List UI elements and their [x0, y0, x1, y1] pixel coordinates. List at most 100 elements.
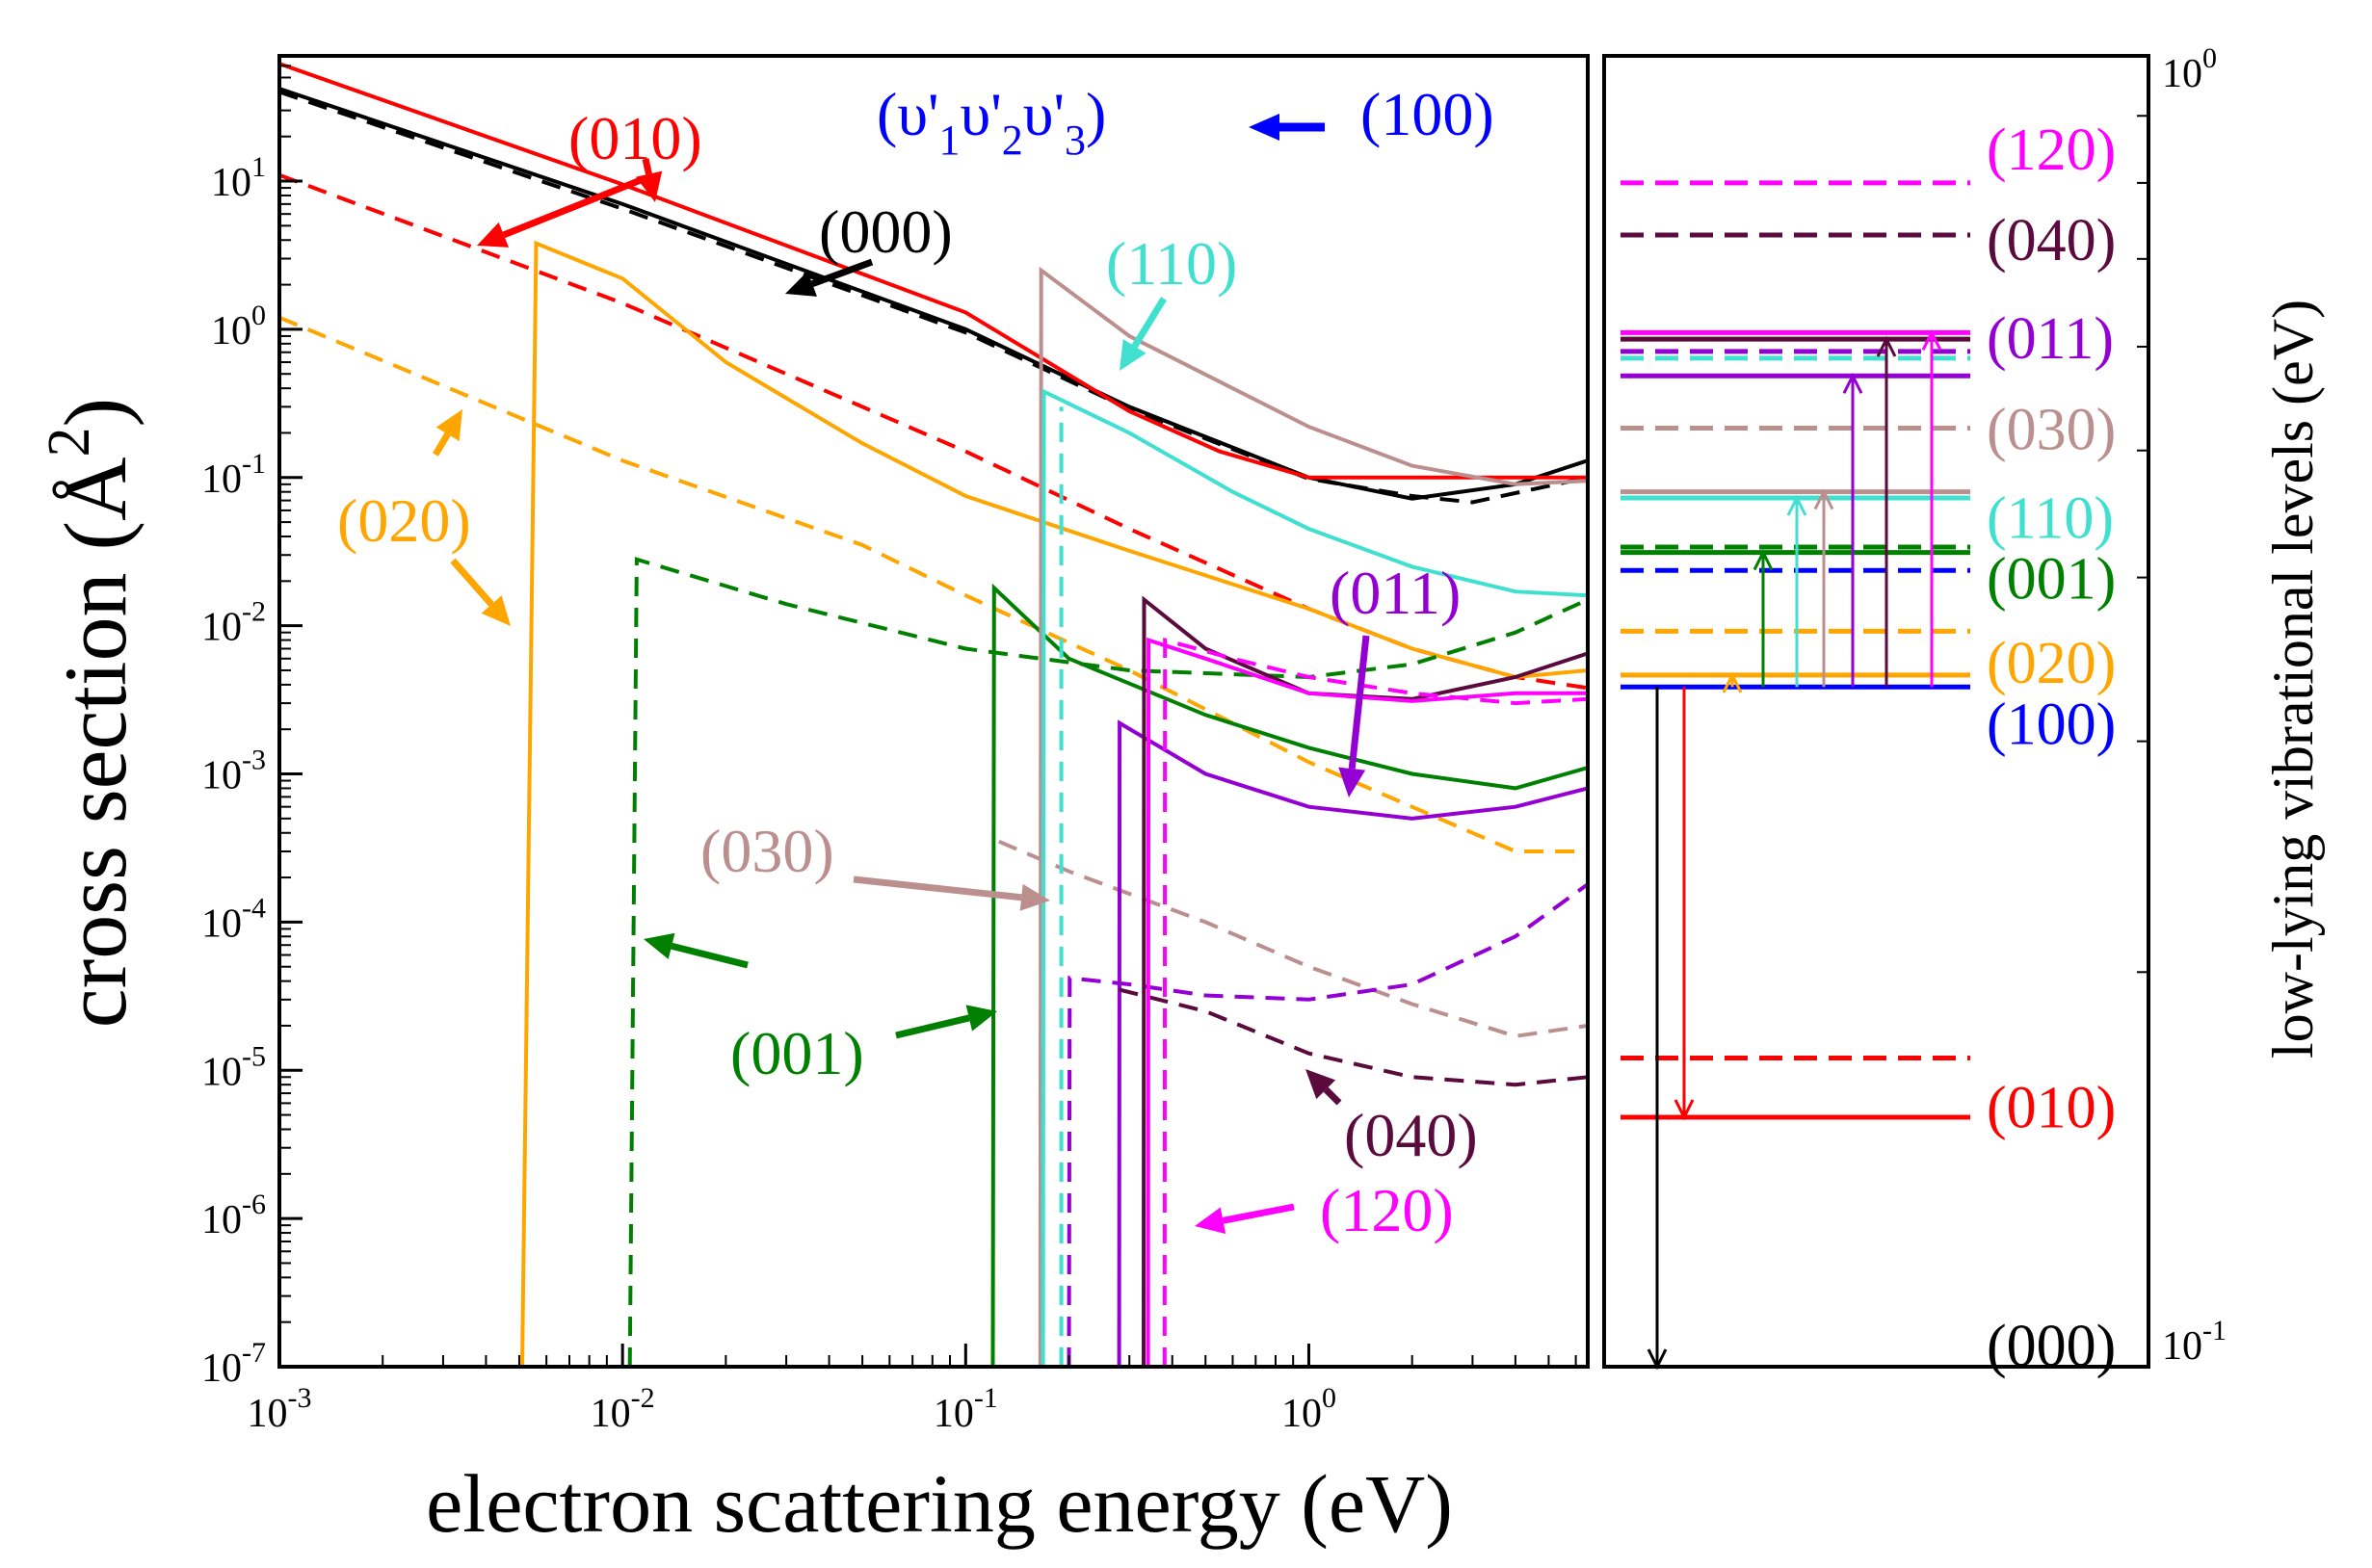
legend-current: (100): [1360, 80, 1494, 148]
transition-head-black: [1647, 1348, 1668, 1371]
y-axis-title: cross section (Å2): [37, 398, 145, 1028]
annotation-arrow-0-0: [502, 174, 647, 239]
annotation-arrow-head-2-0: [1120, 339, 1146, 371]
legend-title: (υ'1υ'2υ'3): [877, 80, 1106, 164]
transition-head-red: [1674, 1099, 1695, 1121]
annotation-arrow-head-4-0: [1338, 767, 1366, 797]
annotation-arrow-head-7-0: [1305, 1069, 1336, 1100]
transition-head-maroon: [1876, 335, 1897, 357]
level-label-red: (010): [1987, 1076, 2116, 1141]
annotation-arrow-5-0: [853, 875, 1022, 902]
left-plot-border: [277, 54, 1590, 1369]
y-tick-label-0: 10-7: [201, 1337, 266, 1391]
y-tick-label-8: 101: [211, 151, 266, 205]
annotation-arrow-head-6-0: [644, 932, 675, 959]
cross-section-series-group: [279, 62, 1588, 1367]
series-maroon-dashed-15: [1119, 987, 1588, 1087]
y-axis-title-exp: 2: [37, 427, 102, 457]
right-tick-label-1: 100: [2162, 42, 2217, 96]
series-black-dashed-1: [279, 90, 1588, 505]
annotation-label-black: (000): [819, 197, 953, 266]
x-tick-label-1: 10-2: [591, 1382, 655, 1436]
level-label-green: (001): [1987, 547, 2116, 613]
series-orange-solid-4: [520, 240, 1588, 1367]
y-tick-label-1: 10-6: [201, 1189, 266, 1242]
series-magenta-solid-16: [1146, 637, 1588, 1367]
series-orange-dashed-5: [279, 315, 1588, 853]
series-green-dashed-7: [627, 557, 1588, 1367]
left-plot-frame: [277, 54, 1590, 1369]
annotation-arrow-head-5-0: [1019, 883, 1050, 911]
annotation-arrow-head-1-0: [785, 271, 817, 297]
annotation-arrow-6-1: [895, 1014, 970, 1039]
annotation-label-green: (001): [730, 1019, 864, 1087]
series-green-solid-6: [990, 583, 1588, 1367]
y-tick-label-7: 100: [211, 300, 266, 353]
level-label-maroon: (040): [1987, 208, 2116, 274]
y-axis-title-close: ): [46, 398, 145, 428]
series-cyan-solid-10: [1041, 388, 1588, 1367]
level-label-cyan: (110): [1987, 486, 2114, 552]
annotation-arrow-2-0: [1131, 297, 1167, 349]
svg-text:cross section (Å2): cross section (Å2): [37, 398, 145, 1028]
annotation-arrow-head-3-0: [435, 409, 462, 441]
annotation-arrow-7-0: [1323, 1086, 1342, 1106]
series-black-solid-0: [279, 87, 1588, 501]
annotation-label-orange: (020): [337, 486, 471, 555]
series-red-dashed-3: [279, 172, 1588, 691]
right-y-axis-title: low-lying vibrational levels (eV): [2261, 300, 2325, 1058]
series-brown-dashed-9: [998, 839, 1588, 1038]
annotation-arrow-0-1: [642, 158, 652, 175]
series-brown-solid-8: [1038, 266, 1588, 1367]
x-tick-label-3: 100: [1281, 1382, 1336, 1436]
annotation-arrow-head-6-1: [965, 1005, 997, 1032]
annotation-label-violet: (011): [1330, 559, 1461, 627]
y-tick-label-5: 10-2: [201, 596, 266, 650]
right-tick-label-0: 10-1: [2162, 1315, 2227, 1369]
x-tick-label-0: 10-3: [248, 1382, 312, 1436]
transition-head-green: [1753, 549, 1774, 571]
left-annotation-arrows: (010) (000) (110) (020) (011) (030) (001) (040)…: [337, 104, 1478, 1244]
annotation-arrow-head-8-0: [1195, 1207, 1226, 1235]
annotation-label-brown: (030): [700, 817, 834, 885]
y-tick-label-4: 10-3: [201, 745, 266, 798]
series-magenta-dashed-17: [1162, 637, 1588, 1367]
annotation-arrow-head-0-0: [477, 222, 510, 248]
series-red-solid-2: [279, 62, 1588, 480]
annotation-arrow-8-0: [1222, 1203, 1295, 1224]
legend: (υ'1υ'2υ'3) (100): [877, 80, 1494, 164]
y-axis-title-unit: Å: [46, 457, 145, 520]
level-label-magenta: (120): [1987, 118, 2116, 183]
transition-head-violet: [1842, 372, 1863, 394]
y-tick-label-6: 10-1: [201, 448, 266, 502]
legend-arrow-head: [1249, 114, 1279, 141]
y-tick-label-2: 10-5: [201, 1040, 266, 1094]
transition-head-cyan: [1786, 494, 1807, 516]
energy-level-diagram: 10-1 100 (120) (040) (011) (030) (110)(001) (02…: [1602, 42, 2227, 1379]
annotation-label-maroon: (040): [1344, 1101, 1478, 1169]
y-tick-label-3: 10-4: [201, 892, 266, 946]
annotation-arrow-3-0: [432, 431, 451, 457]
level-label-black: (000): [1987, 1314, 2116, 1379]
annotation-arrow-head-3-1: [481, 595, 511, 626]
series-violet-solid-12: [1117, 719, 1588, 1367]
level-label-brown: (030): [1987, 398, 2116, 463]
x-axis-title: electron scattering energy (eV): [426, 1457, 1453, 1550]
transition-head-brown: [1813, 488, 1834, 510]
level-label-orange: (020): [1987, 631, 2116, 696]
transition-head-magenta: [1921, 328, 1942, 352]
svg-text:low-lying vibrational levels (: low-lying vibrational levels (eV): [2261, 300, 2325, 1058]
y-axis-title-main: cross section (: [46, 521, 145, 1028]
level-label-blue: (100): [1987, 692, 2116, 757]
left-axis-ticks: 10-3 10-2 10-1 100 10-7 10-6 10-5 10-4 10-3 10-2 1…: [201, 55, 1577, 1436]
annotation-arrow-1-0: [810, 258, 874, 287]
level-label-violet: (011): [1987, 306, 2114, 372]
annotation-label-cyan: (110): [1106, 229, 1237, 298]
annotation-arrow-4-0: [1348, 635, 1370, 770]
annotation-label-red: (010): [568, 104, 702, 172]
annotation-label-magenta: (120): [1320, 1176, 1454, 1244]
right-plot-border: [1602, 54, 2150, 1369]
annotation-arrow-3-1: [450, 558, 494, 607]
annotation-arrow-6-0: [671, 942, 749, 969]
